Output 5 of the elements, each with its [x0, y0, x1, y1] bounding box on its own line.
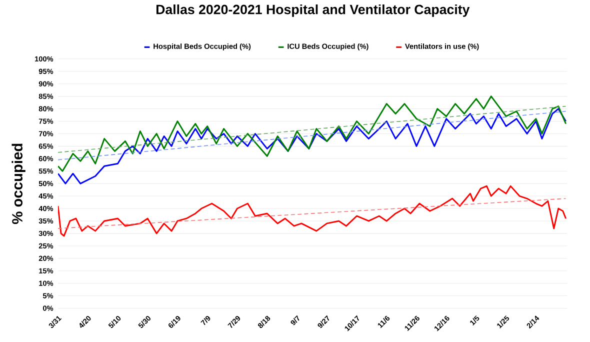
chart-title: Dallas 2020-2021 Hospital and Ventilator Capacity	[156, 4, 470, 17]
y-axis-title: % occupied	[12, 144, 26, 224]
line-series	[58, 108, 567, 184]
line-series	[58, 95, 567, 172]
line-series	[58, 185, 567, 237]
